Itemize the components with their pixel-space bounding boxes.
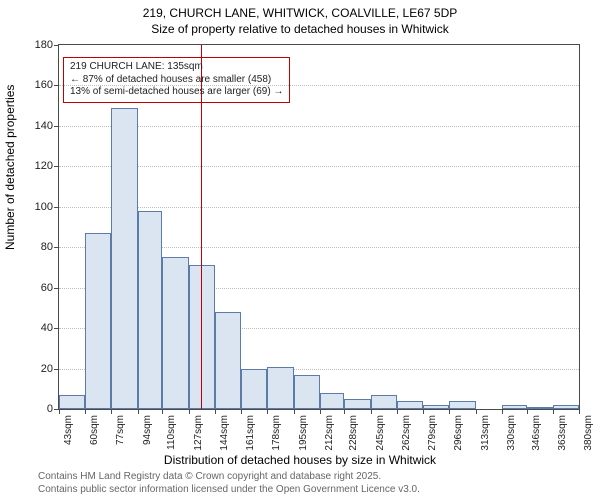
annotation-line2: ← 87% of detached houses are smaller (45… [70, 74, 283, 87]
xtick-mark [579, 409, 580, 414]
annotation-line1: 219 CHURCH LANE: 135sqm [70, 61, 283, 74]
ytick-mark [54, 288, 59, 289]
xtick-mark [241, 409, 242, 414]
xtick-label: 144sqm [219, 415, 230, 451]
xtick-label: 94sqm [142, 415, 153, 445]
xtick-label: 279sqm [427, 415, 438, 451]
xtick-mark [344, 409, 345, 414]
xtick-label: 245sqm [375, 415, 386, 451]
ytick-label: 120 [35, 160, 53, 172]
xtick-mark [85, 409, 86, 414]
xtick-label: 127sqm [193, 415, 204, 451]
ytick-label: 20 [41, 363, 53, 375]
ytick-label: 160 [35, 79, 53, 91]
ytick-mark [54, 166, 59, 167]
xtick-label: 195sqm [298, 415, 309, 451]
footer-line1: Contains HM Land Registry data © Crown c… [38, 471, 420, 484]
xtick-mark [397, 409, 398, 414]
xtick-label: 296sqm [453, 415, 464, 451]
ytick-mark [54, 328, 59, 329]
xtick-mark [553, 409, 554, 414]
histogram-bar [215, 312, 241, 409]
xtick-label: 346sqm [531, 415, 542, 451]
xtick-mark [162, 409, 163, 414]
ytick-mark [54, 207, 59, 208]
histogram-bar [85, 233, 111, 409]
histogram-bar [553, 405, 579, 409]
xtick-mark [476, 409, 477, 414]
histogram-bar [320, 393, 345, 409]
footer-line2: Contains public sector information licen… [38, 484, 420, 497]
xtick-mark [449, 409, 450, 414]
histogram-bar [294, 375, 320, 409]
xtick-label: 262sqm [401, 415, 412, 451]
xtick-label: 178sqm [271, 415, 282, 451]
xtick-mark [423, 409, 424, 414]
ytick-label: 140 [35, 120, 53, 132]
ytick-label: 40 [41, 322, 53, 334]
xtick-label: 380sqm [583, 415, 594, 451]
histogram-bar [397, 401, 423, 409]
xtick-label: 330sqm [506, 415, 517, 451]
ytick-label: 100 [35, 201, 53, 213]
xtick-mark [215, 409, 216, 414]
xtick-mark [371, 409, 372, 414]
ytick-label: 60 [41, 282, 53, 294]
ytick-label: 80 [41, 241, 53, 253]
xtick-mark [502, 409, 503, 414]
xtick-mark [189, 409, 190, 414]
xtick-mark [294, 409, 295, 414]
ytick-mark [54, 369, 59, 370]
xtick-mark [138, 409, 139, 414]
histogram-bar [502, 405, 527, 409]
ytick-mark [54, 247, 59, 248]
ytick-mark [54, 85, 59, 86]
xtick-label: 212sqm [324, 415, 335, 451]
chart-title-line2: Size of property relative to detached ho… [0, 22, 600, 38]
annotation-line3: 13% of semi-detached houses are larger (… [70, 86, 283, 99]
xtick-label: 363sqm [557, 415, 568, 451]
xtick-mark [111, 409, 112, 414]
histogram-bar [111, 108, 137, 409]
annotation-box: 219 CHURCH LANE: 135sqm← 87% of detached… [63, 57, 290, 103]
footer-attribution: Contains HM Land Registry data © Crown c… [38, 471, 420, 496]
histogram-bar [267, 367, 293, 409]
xtick-label: 43sqm [63, 415, 74, 445]
histogram-bar [371, 395, 397, 409]
chart-plot-area: 02040608010012014016018043sqm60sqm77sqm9… [58, 44, 580, 410]
xtick-label: 77sqm [115, 415, 126, 445]
y-axis-label: Number of detached properties [3, 85, 17, 250]
xtick-label: 228sqm [348, 415, 359, 451]
histogram-bar [449, 401, 475, 409]
histogram-bar [59, 395, 85, 409]
histogram-bar [527, 407, 553, 409]
xtick-label: 313sqm [480, 415, 491, 451]
ytick-mark [54, 126, 59, 127]
ytick-label: 180 [35, 39, 53, 51]
histogram-bar [344, 399, 370, 409]
xtick-label: 60sqm [89, 415, 100, 445]
x-axis-label: Distribution of detached houses by size … [0, 453, 600, 467]
histogram-bar [138, 211, 163, 409]
histogram-bar [423, 405, 449, 409]
ytick-label: 0 [47, 403, 53, 415]
xtick-mark [527, 409, 528, 414]
histogram-bar [241, 369, 267, 409]
ytick-mark [54, 45, 59, 46]
xtick-label: 161sqm [245, 415, 256, 451]
xtick-mark [320, 409, 321, 414]
histogram-bar [162, 257, 188, 409]
chart-title-line1: 219, CHURCH LANE, WHITWICK, COALVILLE, L… [0, 6, 600, 22]
xtick-mark [59, 409, 60, 414]
xtick-mark [267, 409, 268, 414]
xtick-label: 110sqm [166, 415, 177, 450]
